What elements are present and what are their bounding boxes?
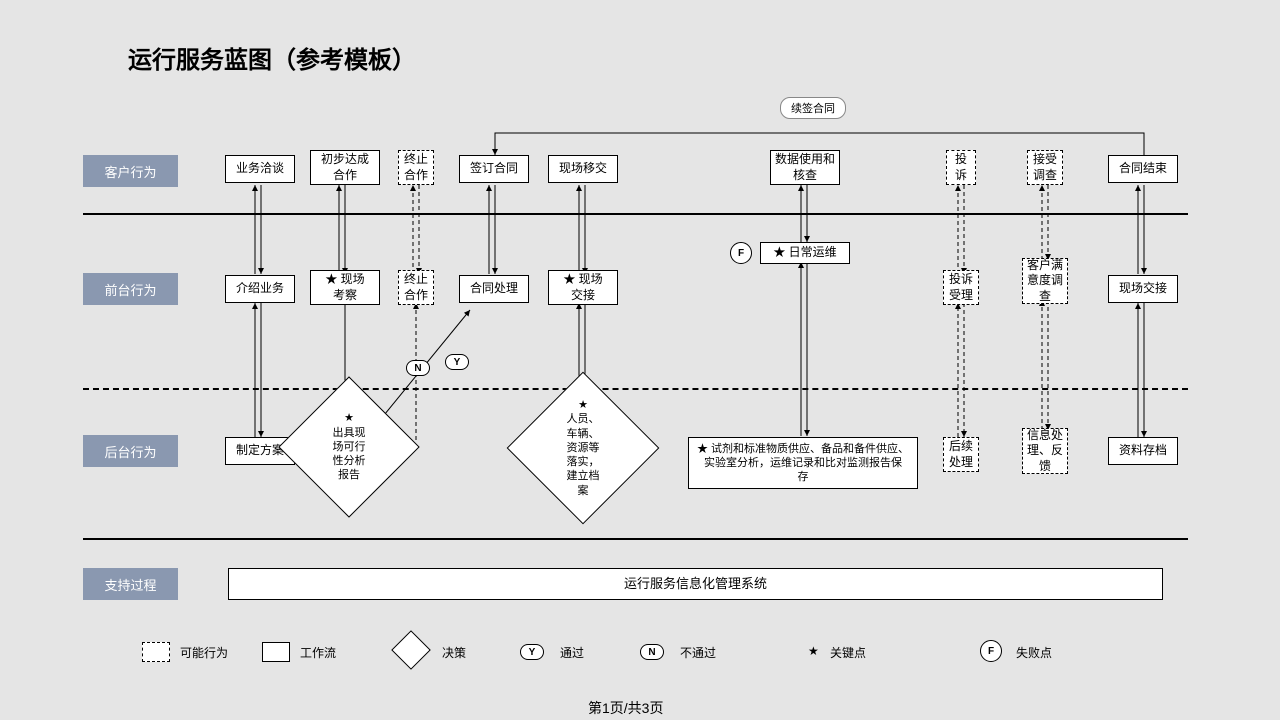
legend-l6: 关键点 (830, 644, 866, 661)
lane-frontstage: 前台行为 (83, 273, 178, 305)
node-support: 运行服务信息化管理系统 (228, 568, 1163, 600)
node-f3: 合同处理 (459, 275, 529, 303)
node-b4: 现场移交 (548, 155, 618, 183)
separator-1 (83, 213, 1188, 215)
legend-y: Y (520, 644, 544, 660)
legend-l1: 可能行为 (180, 644, 228, 661)
node-f1: 介绍业务 (225, 275, 295, 303)
node-b6: 投 诉 (946, 150, 976, 185)
lane-customer: 客户行为 (83, 155, 178, 187)
node-b2: 初步达成 合作 (310, 150, 380, 185)
node-t2: 终止 合作 (398, 270, 434, 305)
legend-l5: 不通过 (680, 644, 716, 661)
separator-3 (83, 538, 1188, 540)
node-t1: 终止 合作 (398, 150, 434, 185)
legend-n: N (640, 644, 664, 660)
arrows-layer (0, 0, 1280, 720)
node-b1: 业务洽谈 (225, 155, 295, 183)
legend-diamond (398, 637, 424, 663)
legend-l3: 决策 (442, 644, 466, 661)
legend-sbox (262, 642, 290, 662)
node-bk5: 后续 处理 (943, 437, 979, 472)
node-f8: 现场交接 (1108, 275, 1178, 303)
node-b3: 签订合同 (459, 155, 529, 183)
legend-l2: 工作流 (300, 644, 336, 661)
node-f5: ★ 日常运维 (760, 242, 850, 264)
node-bk6: 信息处 理、反 馈 (1022, 428, 1068, 474)
node-bk2-text: ★ 出具现 场可行 性分析 报告 (333, 411, 366, 482)
node-bk3-text: ★ 人员、 车辆、 资源等 落实， 建立档 案 (567, 398, 600, 498)
node-bk3: ★ 人员、 车辆、 资源等 落实， 建立档 案 (530, 395, 636, 501)
node-f2: ★ 现场 考察 (310, 270, 380, 305)
node-f7: 客户满 意度调 查 (1022, 258, 1068, 304)
node-b8: 合同结束 (1108, 155, 1178, 183)
node-bk2: ★ 出具现 场可行 性分析 报告 (300, 398, 398, 496)
legend-l7: 失败点 (1016, 644, 1052, 661)
lane-support: 支持过程 (83, 568, 178, 600)
node-b5: 数据使用和 核查 (770, 150, 840, 185)
node-bk7: 资料存档 (1108, 437, 1178, 465)
separator-2-dashed (83, 388, 1188, 390)
node-f4: ★ 现场 交接 (548, 270, 618, 305)
node-bk4: ★ 试剂和标准物质供应、备品和备件供应、 实验室分析，运维记录和比对监测报告保 … (688, 437, 918, 489)
renew-label: 续签合同 (780, 97, 846, 119)
f-marker: F (730, 242, 752, 264)
lane-backstage: 后台行为 (83, 435, 178, 467)
n-marker: N (406, 360, 430, 376)
legend-dbox (142, 642, 170, 662)
node-b7: 接受 调查 (1027, 150, 1063, 185)
page-title: 运行服务蓝图（参考模板） (128, 40, 416, 75)
legend-f: F (980, 640, 1002, 662)
y-marker: Y (445, 354, 469, 370)
node-f6: 投诉 受理 (943, 270, 979, 305)
legend-star: ★ (808, 644, 819, 658)
legend-l4: 通过 (560, 644, 584, 661)
page-number: 第1页/共3页 (588, 698, 663, 718)
